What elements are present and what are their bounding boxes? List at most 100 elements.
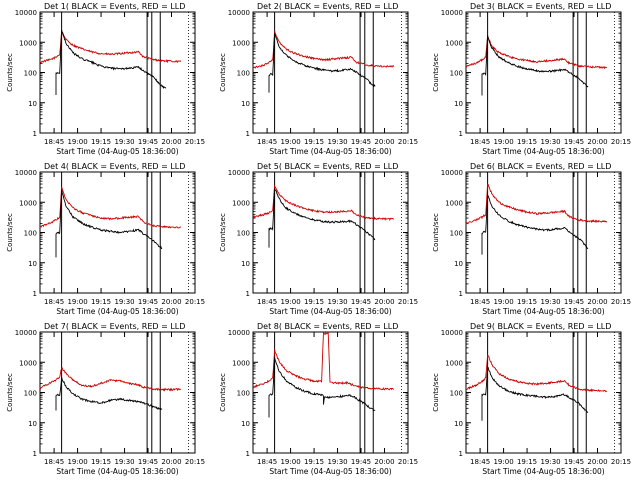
- events-series-line: [55, 377, 163, 411]
- x-tick-label: 20:15: [611, 138, 631, 146]
- x-axis-label: Start Time (04-Aug-05 18:36:00): [482, 307, 604, 316]
- plot-frame: [465, 331, 622, 454]
- y-tick-label: 1000: [232, 199, 250, 207]
- events-series-line: [481, 35, 589, 96]
- events-series-line: [268, 32, 376, 93]
- y-tick-label: 1000: [445, 359, 463, 367]
- x-tick-label: 19:15: [517, 298, 537, 306]
- plot-title: Det 2( BLACK = Events, RED = LLD: [257, 2, 398, 11]
- plot-frame: [465, 171, 622, 294]
- x-tick-label: 19:45: [138, 458, 158, 466]
- y-tick-label: 10000: [228, 169, 250, 177]
- y-tick-label: 100: [24, 70, 37, 78]
- y-tick-label: 10000: [228, 329, 250, 337]
- plot-panel-3: Det 3( BLACK = Events, RED = LLD 1 10 100 10…: [432, 2, 631, 156]
- y-tick-label: 10000: [441, 329, 463, 337]
- x-tick-label: 19:45: [138, 298, 158, 306]
- x-axis-label: Start Time (04-Aug-05 18:36:00): [482, 467, 604, 476]
- x-tick-label: 19:30: [540, 138, 560, 146]
- y-axis-label: Counts/sec: [6, 213, 14, 252]
- x-tick-label: 20:15: [398, 138, 418, 146]
- y-tick-label: 1: [33, 290, 37, 298]
- plot-title: Det 7( BLACK = Events, RED = LLD: [44, 322, 185, 331]
- y-tick-label: 10000: [441, 9, 463, 17]
- y-tick-label: 10: [454, 260, 463, 268]
- y-tick-label: 1: [33, 130, 37, 138]
- x-axis-label: Start Time (04-Aug-05 18:36:00): [269, 307, 391, 316]
- lld-series-line: [39, 186, 182, 229]
- x-axis-label: Start Time (04-Aug-05 18:36:00): [56, 467, 178, 476]
- y-axis-label: Counts/sec: [219, 373, 227, 412]
- x-tick-label: 19:00: [67, 298, 87, 306]
- events-series-line: [55, 29, 167, 95]
- x-tick-label: 20:15: [398, 298, 418, 306]
- x-tick-label: 18:45: [470, 138, 490, 146]
- x-tick-label: 20:00: [161, 138, 181, 146]
- plot-title: Det 5( BLACK = Events, RED = LLD: [257, 162, 398, 171]
- x-tick-label: 19:00: [67, 458, 87, 466]
- x-tick-label: 18:45: [470, 458, 490, 466]
- x-tick-label: 18:45: [44, 458, 64, 466]
- x-tick-label: 18:45: [44, 138, 64, 146]
- plot-frame: [252, 171, 409, 294]
- y-tick-label: 1000: [19, 199, 37, 207]
- x-tick-label: 19:15: [304, 298, 324, 306]
- y-tick-label: 100: [24, 230, 37, 238]
- plot-panel-1: Det 1( BLACK = Events, RED = LLD 1 10 100 10…: [6, 2, 205, 156]
- x-tick-label: 19:30: [540, 458, 560, 466]
- x-tick-label: 19:30: [327, 298, 347, 306]
- x-tick-label: 19:00: [280, 458, 300, 466]
- y-tick-label: 10: [454, 420, 463, 428]
- y-tick-label: 1: [459, 130, 463, 138]
- x-tick-label: 20:00: [374, 458, 394, 466]
- y-tick-label: 1: [246, 450, 250, 458]
- y-tick-label: 10: [28, 420, 37, 428]
- lld-series-line: [253, 185, 394, 221]
- lld-series-line: [465, 354, 608, 393]
- plot-frame: [39, 11, 196, 134]
- x-tick-label: 20:00: [587, 138, 607, 146]
- y-tick-label: 1000: [19, 359, 37, 367]
- y-tick-label: 100: [237, 230, 250, 238]
- y-tick-label: 10: [241, 420, 250, 428]
- x-tick-label: 19:15: [517, 458, 537, 466]
- plot-title: Det 6( BLACK = Events, RED = LLD: [470, 162, 611, 171]
- x-tick-label: 19:45: [564, 458, 584, 466]
- x-tick-label: 19:30: [114, 298, 134, 306]
- plot-title: Det 9( BLACK = Events, RED = LLD: [470, 322, 611, 331]
- events-series-line: [268, 357, 376, 418]
- y-tick-label: 10: [28, 260, 37, 268]
- events-series-line: [268, 188, 376, 248]
- y-tick-label: 1000: [232, 359, 250, 367]
- plot-title: Det 3( BLACK = Events, RED = LLD: [470, 2, 611, 11]
- y-tick-label: 1: [246, 130, 250, 138]
- x-tick-label: 19:00: [280, 138, 300, 146]
- x-tick-label: 19:15: [304, 458, 324, 466]
- x-tick-label: 18:45: [257, 458, 277, 466]
- y-tick-label: 1: [33, 450, 37, 458]
- x-tick-label: 19:30: [327, 458, 347, 466]
- x-axis-label: Start Time (04-Aug-05 18:36:00): [56, 307, 178, 316]
- y-tick-label: 10000: [441, 169, 463, 177]
- x-tick-label: 19:00: [67, 138, 87, 146]
- x-tick-label: 19:45: [138, 138, 158, 146]
- plot-panel-6: Det 6( BLACK = Events, RED = LLD 1 10 100 10…: [432, 162, 631, 316]
- y-tick-label: 100: [450, 390, 463, 398]
- x-tick-label: 19:45: [351, 298, 371, 306]
- y-axis-label: Counts/sec: [219, 213, 227, 252]
- y-axis-label: Counts/sec: [432, 373, 440, 412]
- events-series-line: [55, 189, 163, 258]
- x-axis-label: Start Time (04-Aug-05 18:36:00): [56, 147, 178, 156]
- y-tick-label: 10: [241, 100, 250, 108]
- plot-panel-4: Det 4( BLACK = Events, RED = LLD 1 10 100 10…: [6, 162, 205, 316]
- x-tick-label: 20:00: [587, 298, 607, 306]
- plot-panel-9: Det 9( BLACK = Events, RED = LLD 1 10 100 10…: [432, 322, 631, 476]
- y-tick-label: 10000: [228, 9, 250, 17]
- plot-title: Det 8( BLACK = Events, RED = LLD: [257, 322, 398, 331]
- x-tick-label: 18:45: [257, 138, 277, 146]
- y-tick-label: 1000: [445, 199, 463, 207]
- plot-panel-5: Det 5( BLACK = Events, RED = LLD 1 10 100 10…: [219, 162, 418, 316]
- y-tick-label: 1000: [445, 39, 463, 47]
- y-tick-label: 1: [459, 450, 463, 458]
